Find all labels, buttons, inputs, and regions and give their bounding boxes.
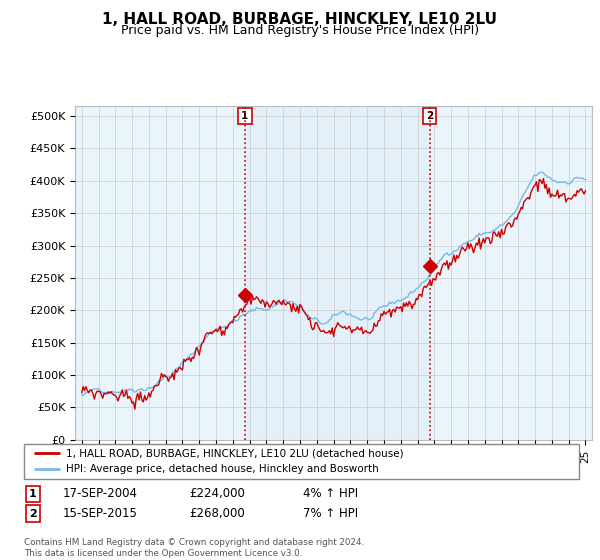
- Text: 4% ↑ HPI: 4% ↑ HPI: [303, 487, 358, 501]
- Text: £268,000: £268,000: [189, 507, 245, 520]
- Text: 1: 1: [29, 489, 37, 499]
- Text: 17-SEP-2004: 17-SEP-2004: [63, 487, 138, 501]
- Text: 1, HALL ROAD, BURBAGE, HINCKLEY, LE10 2LU (detached house): 1, HALL ROAD, BURBAGE, HINCKLEY, LE10 2L…: [65, 449, 403, 459]
- Text: 2: 2: [29, 508, 37, 519]
- Text: HPI: Average price, detached house, Hinckley and Bosworth: HPI: Average price, detached house, Hinc…: [65, 464, 379, 474]
- Text: 2: 2: [426, 111, 433, 121]
- Bar: [245, 106, 430, 440]
- Text: 1, HALL ROAD, BURBAGE, HINCKLEY, LE10 2LU: 1, HALL ROAD, BURBAGE, HINCKLEY, LE10 2L…: [103, 12, 497, 27]
- Text: 1: 1: [241, 111, 248, 121]
- Text: Price paid vs. HM Land Registry's House Price Index (HPI): Price paid vs. HM Land Registry's House …: [121, 24, 479, 37]
- Text: 7% ↑ HPI: 7% ↑ HPI: [303, 507, 358, 520]
- Text: £224,000: £224,000: [189, 487, 245, 501]
- Text: Contains HM Land Registry data © Crown copyright and database right 2024.
This d: Contains HM Land Registry data © Crown c…: [24, 538, 364, 558]
- Text: 15-SEP-2015: 15-SEP-2015: [63, 507, 138, 520]
